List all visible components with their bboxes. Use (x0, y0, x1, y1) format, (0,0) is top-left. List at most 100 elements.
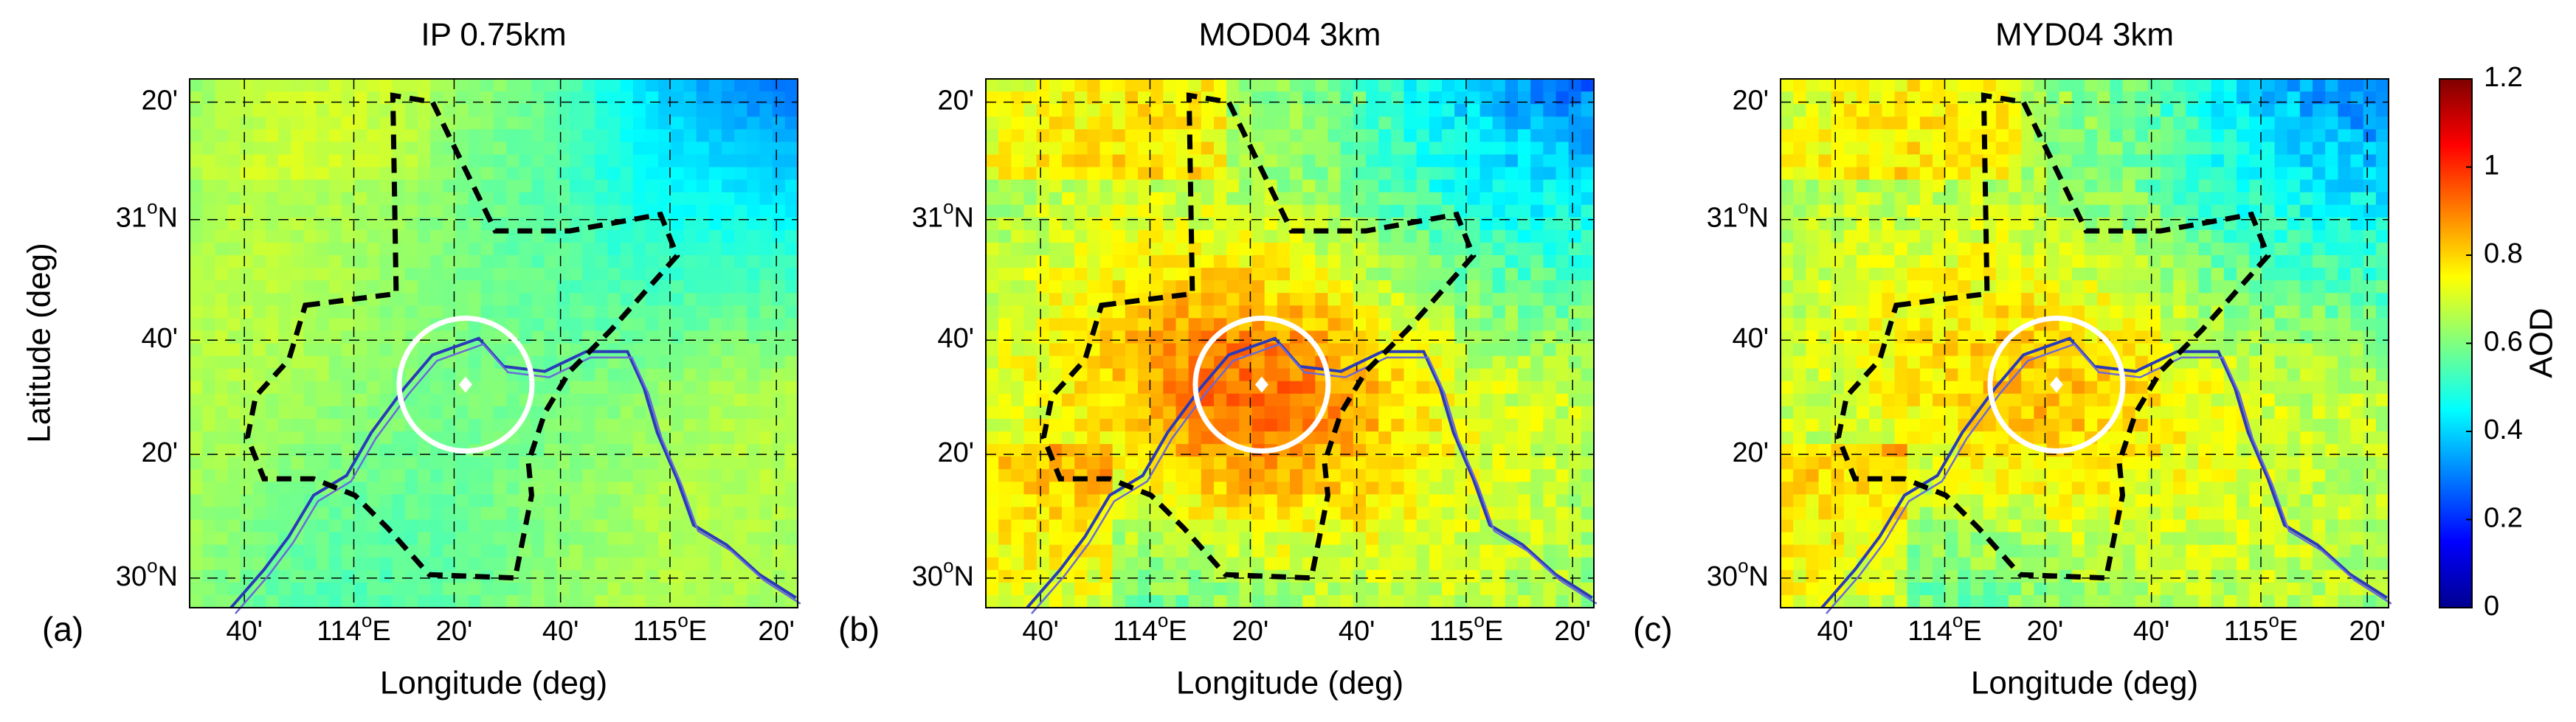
aod-pixel (1302, 594, 1316, 608)
aod-pixel (404, 255, 418, 268)
aod-pixel (1581, 91, 1595, 105)
aod-pixel (1518, 330, 1531, 344)
aod-pixel (646, 482, 659, 495)
aod-pixel (570, 544, 583, 558)
aod-pixel (1175, 280, 1189, 294)
aod-pixel (418, 507, 431, 521)
aod-pixel (1315, 557, 1329, 571)
aod-pixel (1340, 444, 1354, 457)
aod-pixel (595, 482, 609, 495)
aod-pixel (430, 594, 443, 608)
aod-pixel (671, 519, 685, 533)
aod-pixel (607, 431, 621, 445)
aod-pixel (1518, 469, 1531, 482)
aod-pixel (506, 104, 519, 117)
aod-pixel (1023, 393, 1037, 407)
aod-pixel (1442, 381, 1455, 395)
aod-pixel (1378, 167, 1392, 181)
aod-pixel (480, 268, 494, 281)
aod-pixel (494, 91, 507, 105)
aod-pixel (570, 507, 583, 521)
aod-pixel (266, 444, 279, 457)
aod-pixel (1995, 204, 2009, 218)
aod-pixel (1112, 318, 1126, 332)
aod-pixel (418, 242, 431, 256)
aod-pixel (430, 117, 443, 130)
aod-pixel (1023, 142, 1037, 156)
aod-pixel (418, 418, 431, 432)
tick-degree: o (943, 196, 953, 218)
aod-pixel (291, 368, 305, 382)
aod-pixel (582, 393, 595, 407)
aod-pixel (455, 179, 469, 193)
aod-pixel (1781, 582, 1794, 596)
aod-pixel (1403, 91, 1418, 105)
x-tick-label: 40' (1022, 616, 1059, 647)
aod-pixel (1175, 192, 1189, 206)
aod-pixel (1391, 457, 1405, 470)
aod-pixel (646, 594, 659, 608)
aod-pixel (1163, 117, 1177, 130)
aod-pixel (404, 469, 418, 482)
aod-pixel (519, 318, 533, 332)
aod-pixel (1958, 79, 1972, 92)
aod-pixel (772, 192, 786, 206)
aod-pixel (759, 431, 773, 445)
aod-pixel (480, 393, 494, 407)
aod-pixel (1290, 242, 1303, 256)
x-tick-label: 114oE (1113, 609, 1187, 647)
aod-pixel (1479, 532, 1494, 546)
aod-pixel (1568, 179, 1582, 193)
aod-pixel (646, 154, 659, 168)
aod-pixel (1175, 179, 1189, 193)
aod-pixel (455, 79, 469, 92)
aod-pixel (1403, 179, 1418, 193)
aod-pixel (303, 431, 317, 445)
aod-pixel (1214, 104, 1227, 117)
aod-pixel (607, 154, 621, 168)
aod-pixel (1467, 582, 1481, 596)
aod-pixel (1138, 532, 1151, 546)
aod-pixel (1843, 167, 1857, 181)
aod-pixel (1933, 305, 1946, 319)
aod-pixel (1831, 343, 1845, 357)
aod-pixel (1378, 242, 1392, 256)
aod-pixel (1429, 204, 1443, 218)
aod-pixel (556, 519, 570, 533)
aod-pixel (392, 242, 406, 256)
aod-pixel (1112, 154, 1126, 168)
aod-pixel (1818, 482, 1832, 495)
aod-pixel (772, 507, 786, 521)
aod-pixel (506, 444, 519, 457)
aod-pixel (1857, 117, 1870, 130)
aod-pixel (531, 129, 545, 142)
aod-pixel (658, 79, 671, 92)
aod-pixel (1581, 268, 1595, 281)
aod-pixel (1340, 594, 1354, 608)
aod-pixel (202, 280, 215, 294)
aod-pixel (1543, 406, 1557, 420)
aod-pixel (202, 242, 215, 256)
aod-pixel (1479, 469, 1494, 482)
aod-pixel (1555, 79, 1570, 92)
aod-pixel (1907, 242, 1921, 256)
aod-pixel (1555, 482, 1570, 495)
aod-pixel (1806, 242, 1820, 256)
aod-pixel (1919, 569, 1933, 583)
aod-pixel (1518, 217, 1531, 231)
aod-pixel (1995, 507, 2009, 521)
aod-pixel (519, 280, 533, 294)
aod-pixel (1188, 519, 1202, 533)
aod-pixel (1543, 268, 1557, 281)
aod-pixel (227, 242, 241, 256)
aod-pixel (784, 204, 798, 218)
aod-pixel (708, 355, 722, 369)
aod-pixel (1581, 569, 1595, 583)
aod-pixel (1112, 569, 1126, 583)
aod-pixel (607, 142, 621, 156)
aod-pixel (1831, 482, 1845, 495)
aod-pixel (556, 406, 570, 420)
aod-pixel (1568, 305, 1582, 319)
aod-pixel (1568, 293, 1582, 306)
aod-pixel (1150, 406, 1164, 420)
